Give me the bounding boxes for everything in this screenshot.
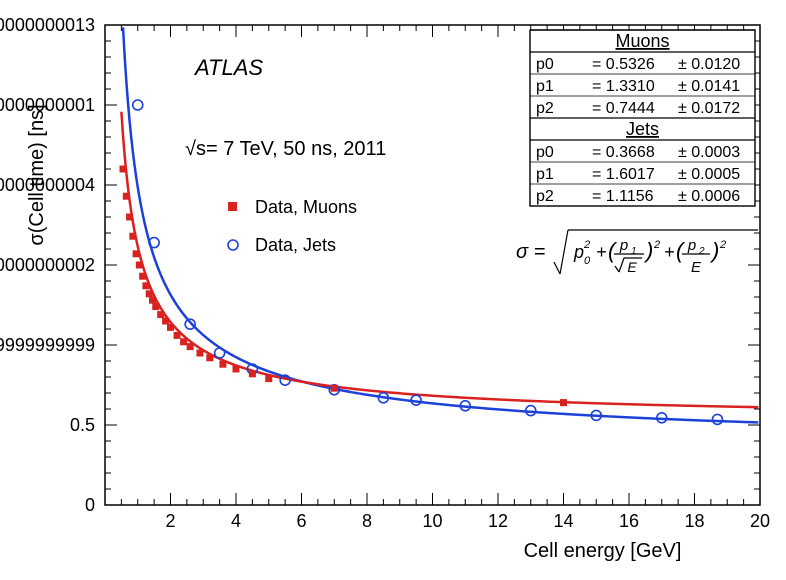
x-tick-label: 4 [231, 511, 241, 531]
data-point-muons [152, 303, 159, 310]
data-point-muons [174, 332, 181, 339]
svg-text:p: p [619, 237, 628, 254]
param-value: = 1.3310 [592, 78, 655, 95]
data-point-muons [136, 262, 143, 269]
data-point-muons [162, 318, 169, 325]
param-error: ± 0.0006 [678, 188, 740, 205]
data-point-muons [157, 311, 164, 318]
data-point-muons [560, 399, 567, 406]
svg-text:2: 2 [698, 246, 705, 257]
data-point-muons [133, 250, 140, 257]
svg-text:E: E [691, 259, 702, 276]
param-error: ± 0.0005 [678, 166, 740, 183]
param-header: Muons [615, 31, 669, 51]
param-value: = 0.7444 [592, 100, 655, 117]
data-point-muons [120, 166, 127, 173]
param-value: = 1.6017 [592, 166, 655, 183]
chart-svg: 246810121416182000.50.99999999999999991.… [0, 0, 786, 580]
data-point-muons [123, 193, 130, 200]
y-tick-label: 0.5 [70, 415, 95, 435]
x-tick-label: 20 [750, 511, 770, 531]
x-axis-label: Cell energy [GeV] [524, 540, 682, 562]
param-name: p2 [536, 100, 554, 117]
x-tick-label: 14 [553, 511, 573, 531]
data-point-muons [149, 297, 156, 304]
legend-label: Data, Muons [255, 197, 357, 217]
x-tick-label: 2 [165, 511, 175, 531]
data-point-muons [196, 350, 203, 357]
data-point-muons [331, 385, 338, 392]
data-point-muons [265, 375, 272, 382]
chart-container: 246810121416182000.50.99999999999999991.… [0, 0, 786, 580]
param-error: ± 0.0172 [678, 100, 740, 117]
param-value: = 1.1156 [592, 188, 654, 205]
experiment-label: ATLAS [193, 55, 263, 80]
svg-text:E: E [627, 259, 637, 275]
param-name: p1 [536, 166, 554, 183]
x-tick-label: 12 [488, 511, 508, 531]
svg-text:0: 0 [584, 255, 591, 267]
x-tick-label: 18 [684, 511, 704, 531]
x-tick-label: 6 [296, 511, 306, 531]
svg-text:+: + [596, 242, 607, 262]
data-point-muons [126, 214, 133, 221]
legend-marker-muons [228, 202, 237, 211]
x-tick-label: 10 [422, 511, 442, 531]
param-value: = 0.3668 [592, 144, 655, 161]
data-point-muons [142, 282, 149, 289]
svg-text:2: 2 [653, 239, 660, 251]
param-name: p0 [536, 56, 554, 73]
data-point-muons [129, 233, 136, 240]
svg-text:1: 1 [631, 246, 637, 257]
data-point-muons [206, 354, 213, 361]
param-error: ± 0.0120 [678, 56, 740, 73]
param-value: = 0.5326 [592, 56, 655, 73]
y-tick-label: 1.5000000000000002 [0, 255, 95, 275]
svg-text:2: 2 [719, 239, 726, 251]
data-point-muons [180, 338, 187, 345]
data-point-muons [146, 290, 153, 297]
data-point-muons [139, 273, 146, 280]
y-axis-label: σ(Cell time) [ns] [26, 104, 48, 245]
data-point-muons [187, 343, 194, 350]
param-name: p2 [536, 188, 554, 205]
param-error: ± 0.0141 [678, 78, 740, 95]
param-name: p0 [536, 144, 554, 161]
y-tick-label: 3.0000000000000013 [0, 15, 95, 35]
svg-text:p: p [687, 237, 696, 254]
svg-text:σ =: σ = [516, 241, 545, 263]
data-point-muons [249, 370, 256, 377]
conditions-label: √s= 7 TeV, 50 ns, 2011 [185, 138, 386, 160]
data-point-muons [233, 366, 240, 373]
x-tick-label: 8 [362, 511, 372, 531]
data-point-muons [219, 361, 226, 368]
x-tick-label: 16 [619, 511, 639, 531]
svg-text:2: 2 [583, 239, 590, 251]
y-tick-label: 0 [85, 495, 95, 515]
y-tick-label: 0.9999999999999999 [0, 335, 95, 355]
svg-text:p: p [573, 242, 584, 262]
param-name: p1 [536, 78, 554, 95]
legend-label: Data, Jets [255, 235, 336, 255]
svg-text:+: + [664, 242, 675, 262]
data-point-muons [167, 324, 174, 331]
param-header: Jets [626, 119, 659, 139]
param-error: ± 0.0003 [678, 144, 740, 161]
